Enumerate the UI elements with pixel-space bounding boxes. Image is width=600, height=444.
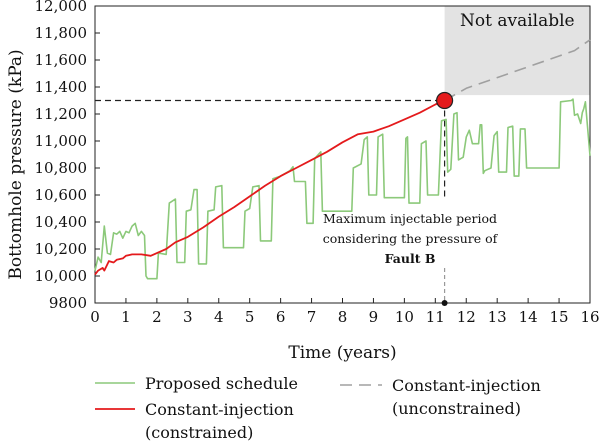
- legend-label-unconstrained-sub: (unconstrained): [392, 399, 521, 418]
- x-tick-label: 6: [276, 308, 286, 326]
- not-available-label: Not available: [460, 11, 575, 31]
- y-tick-label: 11,600: [35, 51, 88, 69]
- y-tick-label: 11,400: [35, 78, 88, 96]
- y-tick-label: 10,200: [35, 240, 88, 258]
- x-tick-label: 14: [519, 308, 538, 326]
- series-proposed-schedule: [94, 98, 591, 280]
- x-tick-label: 1: [121, 308, 131, 326]
- reference-lines: [95, 99, 446, 303]
- x-tick-label: 0: [90, 308, 100, 326]
- y-tick-label: 9800: [49, 294, 87, 312]
- legend: Proposed schedule Constant-injection (co…: [95, 374, 541, 442]
- legend-label-proposed: Proposed schedule: [145, 374, 298, 393]
- y-tick-label: 11,200: [35, 105, 88, 123]
- x-tick-label: 10: [395, 308, 414, 326]
- x-tick-label: 8: [338, 308, 348, 326]
- y-axis-ticks: 9800 10,000 10,200 10,400 10,600 10,800 11,000…: [35, 0, 100, 312]
- legend-label-unconstrained: Constant-injection: [392, 376, 541, 395]
- y-tick-label: 10,000: [35, 267, 88, 285]
- legend-label-constrained: Constant-injection: [145, 400, 294, 419]
- annotation-line-2: considering the pressure of: [323, 231, 499, 246]
- y-tick-label: 11,800: [35, 24, 88, 42]
- x-tick-label: 5: [245, 308, 255, 326]
- max-pressure-marker: [435, 91, 454, 110]
- x-tick-label: 4: [214, 308, 224, 326]
- y-axis-title: Bottomhole pressure (kPa): [6, 49, 26, 279]
- x-axis-ticks: 0 1 2 3 4 5 6 7 8 9 10 11 12 13 14 15 16: [90, 298, 600, 326]
- x-tick-label: 16: [580, 308, 599, 326]
- x-tick-label: 11: [426, 308, 445, 326]
- x-tick-label: 3: [183, 308, 193, 326]
- x-tick-label: 12: [457, 308, 476, 326]
- y-tick-label: 10,800: [35, 159, 88, 177]
- series-unconstrained: [444, 39, 591, 102]
- series-constrained: [94, 99, 445, 276]
- y-tick-label: 10,600: [35, 186, 88, 204]
- y-tick-label: 12,000: [35, 0, 88, 15]
- series-group: [94, 39, 591, 280]
- annotation-fault-label: Fault B: [385, 251, 436, 266]
- time-axis-end-dot: [441, 300, 448, 306]
- x-axis-title: Time (years): [288, 343, 396, 363]
- y-tick-label: 11,000: [35, 132, 88, 150]
- x-tick-label: 13: [488, 308, 507, 326]
- y-tick-label: 10,400: [35, 213, 88, 231]
- x-tick-label: 15: [550, 308, 569, 326]
- x-tick-label: 9: [369, 308, 379, 326]
- annotation-line-1: Maximum injectable period: [323, 211, 497, 226]
- x-tick-label: 7: [307, 308, 317, 326]
- not-available-region: [444, 6, 590, 96]
- x-tick-label: 2: [152, 308, 162, 326]
- legend-label-constrained-sub: (constrained): [145, 423, 253, 442]
